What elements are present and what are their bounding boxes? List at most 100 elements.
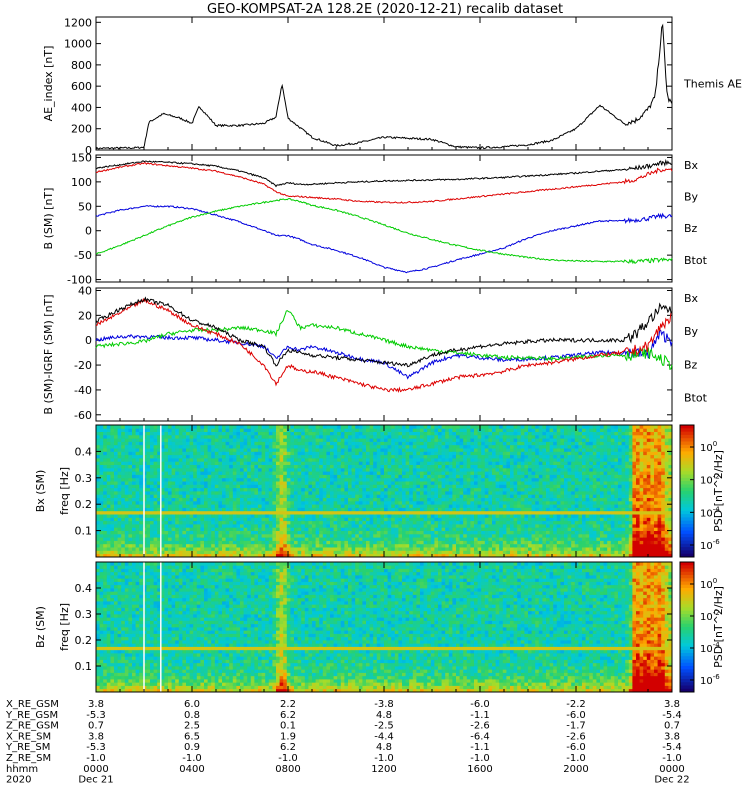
spectrogram-cell [420, 431, 424, 436]
spectrogram-cell [286, 517, 291, 522]
spectrogram-cell [290, 448, 295, 452]
spectrogram-cell [394, 510, 399, 515]
spectrogram-cell [312, 481, 316, 485]
spectrogram-cell [387, 527, 392, 531]
spectrogram-cell [398, 533, 403, 538]
spectrogram-cell [481, 434, 486, 439]
spectrogram-cell [211, 543, 216, 548]
spectrogram-cell [121, 494, 126, 498]
spectrogram-cell [106, 441, 111, 446]
spectrogram-cell [484, 438, 489, 442]
spectrogram-cell [394, 550, 399, 555]
spectrogram-cell [114, 438, 118, 442]
spectrogram-cell [135, 487, 140, 492]
spectrogram-cell [351, 458, 356, 462]
legend-btot: Btot [684, 392, 708, 405]
spectrogram-cell [481, 514, 486, 518]
spectrogram-cell [229, 533, 234, 538]
spectrogram-cell [528, 547, 532, 551]
spectrogram-cell [204, 448, 208, 452]
spectrogram-cell [196, 461, 201, 465]
spectrogram-cell [416, 481, 421, 485]
spectrogram-cell [207, 471, 212, 475]
spectrogram-cell [164, 500, 169, 505]
spectrogram-cell [146, 504, 151, 508]
spectrogram-cell [405, 487, 410, 492]
spectrogram-cell [150, 444, 154, 449]
spectrogram-cell [243, 527, 248, 531]
spectrogram-cell [459, 471, 464, 475]
spectrogram-cell [434, 527, 439, 531]
spectrogram-cell [150, 504, 154, 508]
spectrogram-cell [276, 434, 280, 439]
spectrogram-cell [337, 514, 342, 518]
spectrogram-cell [387, 497, 392, 502]
spectrogram-cell [438, 517, 442, 522]
spectrogram-cell [168, 431, 172, 436]
spectrogram-cell [445, 537, 450, 541]
spectrogram-cell [477, 467, 482, 472]
spectrogram-cell [481, 425, 486, 429]
spectrogram-cell [99, 520, 104, 525]
spectrogram-cell [283, 494, 288, 498]
spectrogram-cell [196, 507, 201, 512]
spectrogram-cell [499, 550, 504, 555]
spectrogram-cell [405, 464, 410, 469]
spectrogram-cell [142, 547, 147, 551]
spectrogram-cell [142, 461, 147, 465]
spectrogram-cell [286, 477, 291, 482]
spectrogram-cell [189, 471, 194, 475]
spectrogram-cell [333, 474, 338, 479]
spectrogram-cell [225, 497, 230, 502]
spectrogram-cell [488, 441, 493, 446]
spectrogram-cell [340, 474, 345, 479]
spectrogram-cell [506, 481, 511, 485]
spectrogram-cell [499, 474, 504, 479]
spectrogram-cell [286, 497, 291, 502]
spectrogram-cell [254, 507, 259, 512]
spectrogram-cell [157, 510, 162, 515]
spectrogram-cell [171, 533, 176, 538]
spectrogram-cell [322, 507, 327, 512]
spectrogram-cell [301, 514, 306, 518]
spectrogram-cell [232, 533, 237, 538]
spectrogram-cell [513, 425, 518, 429]
spectrogram-cell [423, 507, 428, 512]
spectrogram-cell [499, 504, 504, 508]
spectrogram-cell [121, 527, 126, 531]
spectrogram-cell [175, 481, 180, 485]
spectrogram-cell [358, 458, 363, 462]
spectrogram-cell [146, 434, 151, 439]
spectrogram-cell [348, 510, 352, 515]
spectrogram-cell [470, 553, 475, 558]
spectrogram-cell [229, 438, 234, 442]
spectrogram-cell [304, 510, 309, 515]
spectrogram-cell [319, 487, 324, 492]
spectrogram-cell [294, 540, 298, 545]
spectrogram-cell [175, 514, 180, 518]
spectrogram-cell [319, 550, 324, 555]
spectrogram-cell [290, 540, 295, 545]
spectrogram-cell [366, 527, 370, 531]
spectrogram-cell [200, 434, 205, 439]
spectrogram-cell [373, 451, 378, 456]
spectrogram-cell [481, 537, 486, 541]
spectrogram-cell [463, 540, 468, 545]
spectrogram-cell [384, 533, 388, 538]
spectrogram-cell [409, 444, 414, 449]
spectrogram-cell [283, 527, 288, 531]
spectrogram-cell [340, 491, 345, 495]
spectrogram-cell [193, 497, 198, 502]
spectrogram-cell [405, 467, 410, 472]
spectrogram-cell [204, 444, 208, 449]
spectrogram-cell [412, 520, 417, 525]
spectrogram-cell [344, 500, 349, 505]
spectrogram-cell [135, 550, 140, 555]
spectrogram-cell [168, 454, 172, 459]
spectrogram-cell [380, 524, 385, 528]
spectrogram-cell [358, 491, 363, 495]
spectrogram-cell [358, 474, 363, 479]
spectrogram-cell [297, 491, 302, 495]
spectrogram-cell [157, 527, 162, 531]
spectrogram-cell [243, 428, 248, 432]
